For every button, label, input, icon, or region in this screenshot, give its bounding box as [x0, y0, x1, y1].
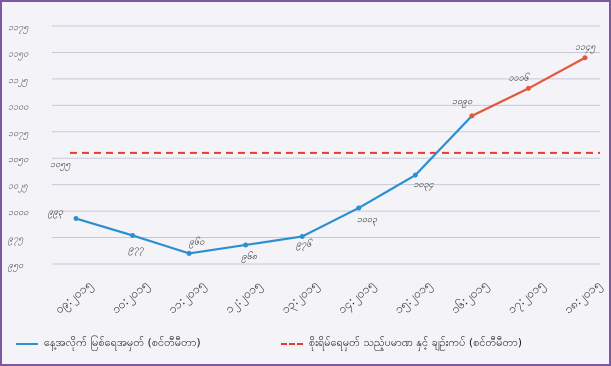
data-label: ၁၀၃၄: [413, 180, 434, 191]
legend-item-actual: နေ့အလိုက် မြစ်ရေအမှတ် (စင်တီမီတာ): [16, 336, 201, 352]
legend-label-actual: နေ့အလိုက် မြစ်ရေအမှတ် (စင်တီမီတာ): [44, 336, 201, 349]
data-label: ၉၇၆: [295, 238, 313, 250]
legend-line-swatch: [16, 343, 38, 345]
x-tick-label: ၀၉:၂၀၁၅: [52, 278, 96, 319]
data-label: ၉၆၈: [241, 251, 258, 263]
y-tick-label: ၁၁၅၀: [8, 49, 29, 60]
y-tick-label: ၁၁၂၅: [8, 76, 29, 87]
data-point: [469, 113, 475, 119]
x-tick-label: ၁၅:၂၀၁၅: [392, 278, 436, 319]
data-label: ၁၁၁၆: [508, 72, 530, 83]
data-label: ၁၀၀၃: [357, 215, 378, 226]
data-point: [525, 85, 531, 91]
data-label: ၉၇၇: [128, 244, 145, 255]
legend-item-threshold: စိုးရိမ်ရေမှတ် သည့်ပမာဏ နှင့် ချဉ်းကပ် (…: [281, 336, 522, 352]
data-point: [186, 250, 192, 256]
legend: နေ့အလိုက် မြစ်ရေအမှတ် (စင်တီမီတာ) စိုးရိ…: [16, 334, 606, 356]
y-tick-label: ၁၀၂၅: [8, 182, 29, 193]
x-tick-label: ၁၆:၂၀၁၅: [447, 277, 492, 319]
series-line-actual: [75, 115, 473, 255]
y-tick-label: ၁၀၅၀: [8, 155, 29, 166]
x-tick-label: ၁၈:၂၀၁၅: [561, 277, 605, 318]
data-point: [243, 242, 249, 248]
x-tick-label: ၁၃:၂၀၁၅: [278, 278, 322, 319]
y-tick-label: ၉၇၅: [7, 235, 24, 246]
data-point: [73, 216, 79, 222]
y-tick-label: ၁၀၇၅: [8, 129, 29, 140]
y-tick-label: ၁၀၀၀: [8, 208, 29, 218]
x-tick-label: ၁၂:၂၀၁၅: [222, 278, 266, 319]
legend-dash-swatch: [281, 343, 303, 345]
data-point: [130, 232, 136, 238]
x-tick-label: ၁၄:၂၀၁၅: [335, 278, 379, 319]
y-tick-label: ၉၅၀: [7, 261, 24, 272]
data-point: [356, 205, 362, 211]
y-tick-label: ၁၁၇၅: [8, 23, 29, 34]
x-tick-label: ၁၀:၂၀၁၅: [109, 278, 153, 319]
data-label: ၉၆၀: [188, 236, 205, 248]
y-tick-label: ၁၁၀၀: [8, 102, 29, 112]
x-tick-label: ၁၇:၂၀၁၅: [505, 278, 549, 319]
data-point: [412, 172, 418, 178]
x-tick-label: ၁၁:၂၀၁၅: [165, 278, 209, 319]
data-point: [582, 55, 588, 61]
legend-label-threshold: စိုးရိမ်ရေမှတ် သည့်ပမာဏ နှင့် ချဉ်းကပ် (…: [309, 336, 523, 349]
data-point: [299, 233, 305, 239]
data-label: ၁၁၄၅: [575, 43, 596, 54]
threshold-value-label: ၁၀၅၅: [50, 160, 71, 171]
data-label: ၉၉၃: [47, 208, 64, 219]
data-label: ၁၀၉၀: [452, 97, 473, 108]
